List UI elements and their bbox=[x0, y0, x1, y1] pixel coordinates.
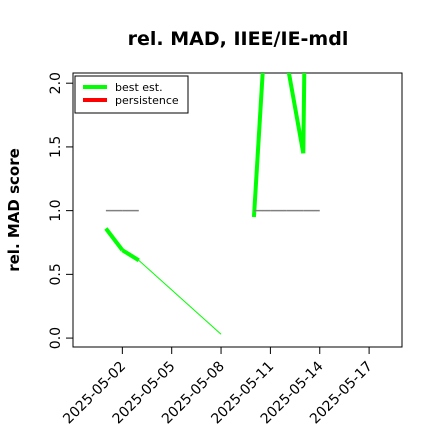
line-segment bbox=[138, 259, 222, 335]
y-tick-label: 0.0 bbox=[48, 327, 64, 349]
y-tick-label: 0.5 bbox=[48, 263, 64, 285]
plot-frame bbox=[72, 72, 403, 348]
line-segment bbox=[251, 73, 265, 218]
y-axis-label: rel. MAD score bbox=[5, 148, 23, 272]
y-tick-label: 1.5 bbox=[48, 136, 64, 158]
legend-box bbox=[74, 75, 189, 114]
plot-area bbox=[104, 73, 320, 335]
line-segment bbox=[104, 227, 124, 252]
line-segment bbox=[286, 73, 306, 154]
y-tick-label: 2.0 bbox=[48, 72, 64, 94]
line-segment bbox=[121, 248, 140, 263]
line-segment bbox=[301, 73, 307, 154]
chart-title: rel. MAD, IIEE/IE-mdl bbox=[128, 28, 349, 50]
legend-label: persistence bbox=[115, 94, 179, 107]
legend-label: best est. bbox=[115, 81, 163, 94]
y-tick-label: 1.0 bbox=[48, 200, 64, 222]
